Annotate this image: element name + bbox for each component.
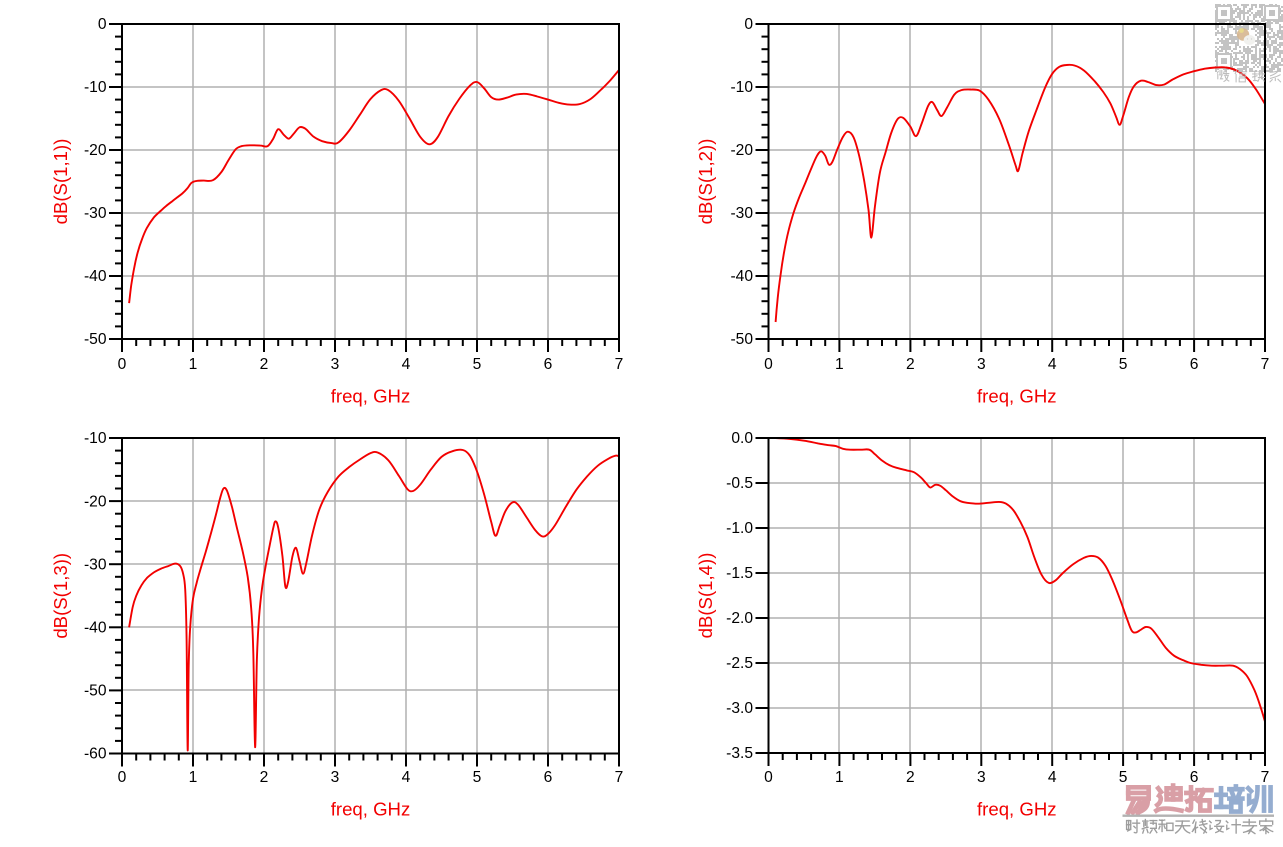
svg-text:1: 1 bbox=[189, 769, 198, 786]
svg-text:6: 6 bbox=[1190, 356, 1199, 373]
svg-text:0: 0 bbox=[744, 16, 753, 33]
svg-text:5: 5 bbox=[473, 356, 482, 373]
svg-text:freq, GHz: freq, GHz bbox=[977, 385, 1057, 406]
svg-text:0: 0 bbox=[118, 356, 127, 373]
svg-text:-30: -30 bbox=[84, 205, 107, 222]
svg-text:-1.0: -1.0 bbox=[726, 520, 753, 537]
svg-text:3: 3 bbox=[977, 356, 986, 373]
svg-text:-1.5: -1.5 bbox=[726, 565, 753, 582]
svg-text:6: 6 bbox=[544, 356, 553, 373]
svg-text:1: 1 bbox=[189, 356, 198, 373]
svg-text:7: 7 bbox=[615, 769, 624, 786]
svg-text:-60: -60 bbox=[84, 746, 107, 763]
svg-text:6: 6 bbox=[544, 769, 553, 786]
svg-text:-10: -10 bbox=[84, 430, 107, 447]
svg-text:3: 3 bbox=[331, 356, 340, 373]
svg-text:1: 1 bbox=[835, 356, 844, 373]
svg-text:0: 0 bbox=[98, 16, 107, 33]
svg-text:-0.5: -0.5 bbox=[726, 475, 753, 492]
svg-text:2: 2 bbox=[260, 356, 269, 373]
svg-text:-10: -10 bbox=[730, 79, 753, 96]
svg-text:-2.0: -2.0 bbox=[726, 610, 753, 627]
svg-text:0: 0 bbox=[764, 356, 773, 373]
svg-text:-3.5: -3.5 bbox=[726, 745, 753, 762]
svg-text:0: 0 bbox=[118, 769, 127, 786]
svg-text:3: 3 bbox=[977, 769, 986, 786]
svg-text:-50: -50 bbox=[84, 331, 107, 348]
svg-text:4: 4 bbox=[1048, 769, 1057, 786]
svg-text:0.0: 0.0 bbox=[731, 430, 753, 447]
svg-text:-2.5: -2.5 bbox=[726, 655, 753, 672]
svg-text:dB(S(1,2)): dB(S(1,2)) bbox=[695, 139, 716, 225]
svg-text:-3.0: -3.0 bbox=[726, 700, 753, 717]
svg-text:-10: -10 bbox=[84, 79, 107, 96]
svg-text:4: 4 bbox=[1048, 356, 1057, 373]
svg-text:dB(S(1,4)): dB(S(1,4)) bbox=[695, 553, 716, 639]
svg-text:freq, GHz: freq, GHz bbox=[331, 385, 411, 406]
svg-text:-40: -40 bbox=[84, 268, 107, 285]
svg-text:0: 0 bbox=[764, 769, 773, 786]
svg-text:-50: -50 bbox=[730, 331, 753, 348]
svg-text:dB(S(1,1)): dB(S(1,1)) bbox=[50, 139, 71, 225]
svg-text:dB(S(1,3)): dB(S(1,3)) bbox=[50, 553, 71, 639]
svg-text:2: 2 bbox=[260, 769, 269, 786]
svg-text:2: 2 bbox=[906, 769, 915, 786]
svg-text:2: 2 bbox=[906, 356, 915, 373]
svg-text:6: 6 bbox=[1190, 769, 1199, 786]
svg-text:5: 5 bbox=[1119, 356, 1128, 373]
svg-text:-50: -50 bbox=[84, 683, 107, 700]
svg-text:-30: -30 bbox=[84, 556, 107, 573]
svg-text:5: 5 bbox=[473, 769, 482, 786]
svg-text:1: 1 bbox=[835, 769, 844, 786]
svg-text:4: 4 bbox=[402, 356, 411, 373]
svg-text:7: 7 bbox=[1261, 769, 1270, 786]
svg-text:-30: -30 bbox=[730, 205, 753, 222]
svg-text:freq, GHz: freq, GHz bbox=[331, 798, 411, 819]
svg-text:7: 7 bbox=[615, 356, 624, 373]
svg-text:7: 7 bbox=[1261, 356, 1270, 373]
svg-text:3: 3 bbox=[331, 769, 340, 786]
svg-text:4: 4 bbox=[402, 769, 411, 786]
svg-text:freq, GHz: freq, GHz bbox=[977, 798, 1057, 819]
svg-text:-20: -20 bbox=[84, 142, 107, 159]
svg-text:-40: -40 bbox=[730, 268, 753, 285]
svg-text:-20: -20 bbox=[84, 493, 107, 510]
svg-text:5: 5 bbox=[1119, 769, 1128, 786]
svg-text:-20: -20 bbox=[730, 142, 753, 159]
svg-text:-40: -40 bbox=[84, 620, 107, 637]
